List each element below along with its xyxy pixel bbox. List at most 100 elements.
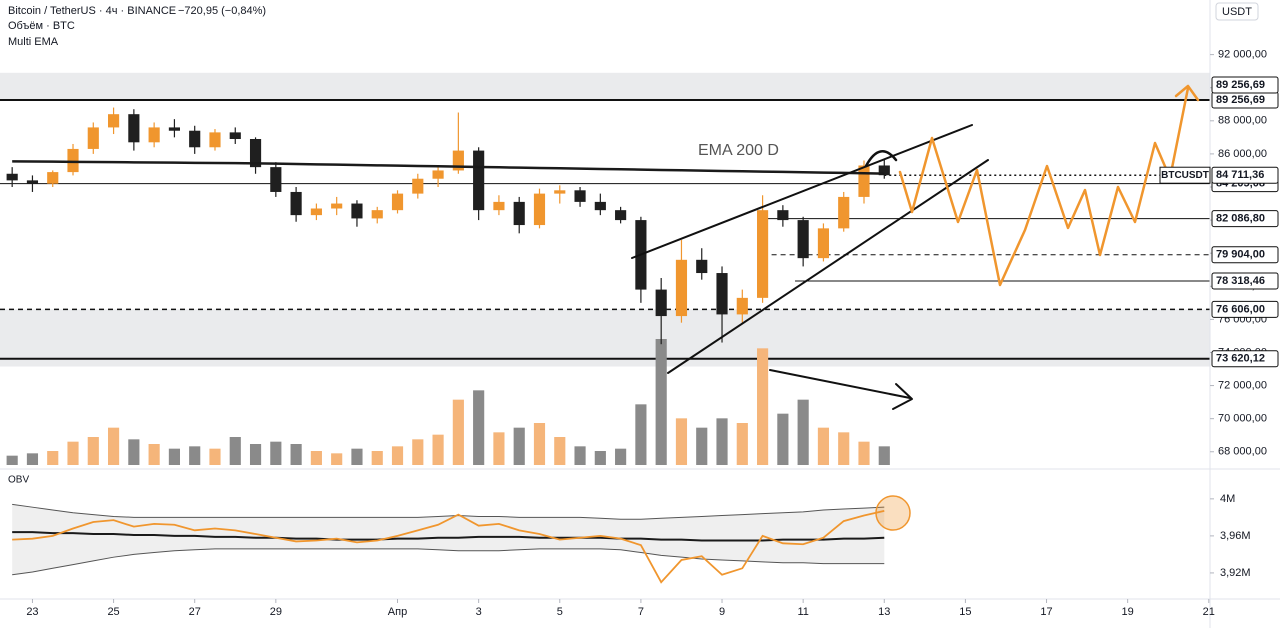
volume-bar [675, 418, 688, 465]
volume-bar [371, 451, 383, 465]
candle-body [189, 130, 201, 148]
obv-title: OBV [8, 475, 29, 486]
volume-label: Объём · BTC [8, 20, 75, 32]
zones [0, 72, 1210, 367]
ema-line [12, 160, 885, 175]
indicator-label: Multi EMA [8, 36, 59, 48]
volume-bar [757, 348, 769, 465]
volume-bar [189, 446, 201, 465]
volume-bar [391, 446, 404, 465]
volume-bar [331, 453, 343, 465]
obv-band-fill [12, 504, 885, 575]
volume-bar [47, 451, 59, 465]
candle-body [615, 210, 627, 221]
volume-bar [635, 404, 647, 465]
level-label-box [1211, 210, 1279, 228]
candle-body [87, 127, 99, 149]
last-name-box [1159, 166, 1211, 184]
x-tick-label: 23 [26, 606, 38, 618]
arc [864, 150, 898, 168]
highlight-circle [875, 495, 911, 531]
candle-body [493, 201, 505, 211]
candle-body [351, 203, 363, 219]
level-label-box [1211, 272, 1279, 290]
candle-body [290, 191, 302, 216]
x-tick-label: 3 [476, 606, 482, 618]
candle-body [371, 210, 383, 219]
level-label: 89 256,69 [1216, 94, 1265, 106]
level-label: 89 256,69 [1216, 79, 1265, 91]
obv-band [12, 548, 885, 576]
candle-body [148, 127, 160, 143]
volume-bar [26, 453, 39, 465]
level-label-box [1211, 300, 1279, 318]
candle-body [47, 172, 59, 184]
y-tick-label: 70 000,00 [1218, 413, 1267, 425]
obv-ma [12, 531, 885, 542]
candle-body [412, 178, 424, 194]
volume-bar [533, 423, 546, 465]
level-label: 78 318,46 [1216, 275, 1265, 287]
volume-bar [351, 448, 363, 465]
level-label-box [1211, 246, 1279, 264]
volume-bar [777, 413, 789, 465]
candle-body [675, 259, 688, 317]
obv-band [12, 503, 885, 520]
volume-bar [270, 441, 282, 465]
candle-body [594, 201, 606, 211]
symbol-title: Bitcoin / TetherUS · 4ч · BINANCE [8, 5, 176, 17]
volume-bar [249, 444, 262, 465]
wedge-upper [631, 124, 973, 259]
candle-body [878, 165, 890, 176]
volume-bar [493, 432, 505, 465]
obv-pane [12, 503, 885, 584]
x-tick-label: 15 [959, 606, 971, 618]
candle-body [270, 167, 282, 192]
candle-body [391, 193, 404, 211]
x-tick-label: 13 [878, 606, 890, 618]
currency-label[interactable]: USDT [1222, 6, 1252, 18]
y-tick-label: 72 000,00 [1218, 379, 1267, 391]
candle-body [655, 289, 667, 317]
volume-bar [107, 427, 120, 465]
candle-body [209, 132, 221, 148]
volume-bar [128, 439, 140, 465]
wedge-lower [667, 159, 989, 374]
level-label: 82 086,80 [1216, 213, 1265, 225]
volume-bar [168, 448, 180, 465]
y-tick-label: 3,96M [1220, 530, 1251, 542]
volume-bar [817, 427, 830, 465]
x-tick-label: 17 [1040, 606, 1052, 618]
candle-body [858, 165, 870, 197]
obv-line [12, 510, 885, 584]
volume-bar [148, 444, 160, 465]
candle-body [574, 190, 586, 202]
currency-box[interactable] [1215, 2, 1259, 21]
volume-bar [229, 437, 241, 465]
volume-bar [554, 437, 566, 465]
volume-bar [878, 446, 890, 465]
candle-body [249, 139, 262, 168]
volume-bar [858, 441, 870, 465]
last-price-label: 84 711,36 [1216, 169, 1264, 181]
volume-bar [432, 434, 444, 465]
level-label: 79 904,00 [1216, 249, 1265, 261]
volume-bar [310, 451, 322, 465]
volume-bar [716, 418, 728, 465]
drawings [631, 84, 1200, 531]
candle-body [310, 208, 322, 216]
candle-body [838, 196, 850, 229]
volume-bar [412, 439, 424, 465]
x-tick-label: 11 [797, 606, 808, 618]
y-tick-label: 3,92M [1220, 567, 1251, 579]
arrow [769, 369, 911, 399]
x-tick-label: 9 [719, 606, 725, 618]
y-tick-label: 68 000,00 [1218, 446, 1267, 458]
candle-body [168, 127, 180, 131]
volume-bar [655, 339, 667, 465]
zone [0, 72, 1210, 101]
zone [0, 309, 1210, 367]
x-tick-label: 21 [1203, 606, 1215, 618]
